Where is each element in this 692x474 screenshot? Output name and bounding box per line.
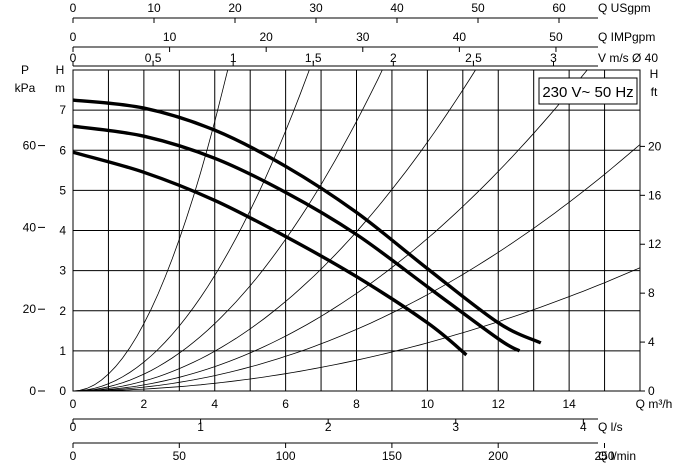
secondary-axis-tick-label: 4 xyxy=(580,420,587,434)
y-tick-label: 0 xyxy=(59,384,66,398)
secondary-axis-tick-label: 0 xyxy=(70,420,77,434)
x-tick-label: 14 xyxy=(562,397,576,411)
secondary-axis-tick-label: 250 xyxy=(594,449,614,463)
system-curve xyxy=(72,69,229,392)
system-curve xyxy=(73,267,641,392)
voltage-annotation: 230 V~ 50 Hz xyxy=(538,77,638,105)
secondary-axis-title: Q l/s xyxy=(598,420,623,434)
performance-curve xyxy=(72,150,468,357)
secondary-axis-tick-label: 0,5 xyxy=(145,51,162,65)
kpa-tick-label: 0 xyxy=(29,384,36,398)
secondary-axis-tick-label: 2,5 xyxy=(465,51,482,65)
performance-curve xyxy=(72,98,542,345)
axis-labels: 0 2 4 6 8 10 12 14 Q m³/h01234567Hm0204060PkPa04… xyxy=(15,1,673,463)
performance-curves xyxy=(72,98,542,357)
annotation-text: 230 V~ 50 Hz xyxy=(542,84,633,101)
secondary-axis-tick-label: 20 xyxy=(260,30,274,44)
x-tick-label: 2 xyxy=(141,397,148,411)
secondary-axis-tick-label: 100 xyxy=(276,449,296,463)
x-tick-label: 12 xyxy=(492,397,506,411)
y-tick-label: 2 xyxy=(59,304,66,318)
x-axis-title: Q m³/h xyxy=(636,397,673,411)
secondary-axis-tick-label: 200 xyxy=(488,449,508,463)
secondary-axis-tick-label: 3 xyxy=(452,420,459,434)
kpa-tick-label: 60 xyxy=(23,139,37,153)
y-tick-label: 7 xyxy=(59,103,66,117)
secondary-axis-tick-label: 50 xyxy=(471,1,485,15)
ft-axis-unit: ft xyxy=(651,85,658,99)
secondary-axis-tick-label: 40 xyxy=(453,30,467,44)
secondary-axis-tick-label: 0 xyxy=(70,1,77,15)
system-curves xyxy=(72,69,641,392)
secondary-axis-tick-label: 60 xyxy=(552,1,566,15)
secondary-axis-tick-label: 40 xyxy=(390,1,404,15)
secondary-axis-tick-label: 3 xyxy=(550,51,557,65)
y-tick-label: 3 xyxy=(59,264,66,278)
system-curve xyxy=(73,144,641,392)
kpa-tick-label: 20 xyxy=(23,302,37,316)
ft-tick-label: 12 xyxy=(648,237,662,251)
secondary-axis-tick-label: 30 xyxy=(356,30,370,44)
y-tick-label: 4 xyxy=(59,224,66,238)
ft-tick-label: 4 xyxy=(648,335,655,349)
system-curve xyxy=(72,69,476,392)
kpa-axis-unit: kPa xyxy=(15,81,36,95)
secondary-axis-tick-label: 30 xyxy=(309,1,323,15)
secondary-axis-title: Q IMPgpm xyxy=(598,30,655,44)
secondary-axis-title: Q USgpm xyxy=(598,1,651,15)
ft-tick-label: 8 xyxy=(648,286,655,300)
kpa-tick-label: 40 xyxy=(23,220,37,234)
ft-tick-label: 20 xyxy=(648,139,662,153)
system-curve xyxy=(72,69,383,392)
x-tick-label: 6 xyxy=(282,397,289,411)
secondary-axis-tick-label: 2 xyxy=(390,51,397,65)
chart-grid xyxy=(72,69,641,392)
y-tick-label: 1 xyxy=(59,344,66,358)
secondary-axis-tick-label: 150 xyxy=(382,449,402,463)
system-curve xyxy=(72,69,588,392)
chart-axes xyxy=(38,17,645,448)
x-tick-label: 0 xyxy=(70,397,77,411)
secondary-axis-tick-label: 50 xyxy=(173,449,187,463)
y-axis-unit: m xyxy=(55,81,65,95)
secondary-axis-title: Q l/min xyxy=(598,449,636,463)
secondary-axis-tick-label: 0 xyxy=(70,30,77,44)
annotation-box xyxy=(538,77,638,105)
secondary-axis-tick-label: 50 xyxy=(549,30,563,44)
x-tick-label: 8 xyxy=(353,397,360,411)
y-tick-label: 5 xyxy=(59,183,66,197)
secondary-axis-tick-label: 20 xyxy=(228,1,242,15)
secondary-axis-tick-label: 10 xyxy=(163,30,177,44)
secondary-axis-tick-label: 1,5 xyxy=(305,51,322,65)
secondary-axis-tick-label: 1 xyxy=(197,420,204,434)
secondary-axis-title: V m/s Ø 40 xyxy=(598,51,658,65)
kpa-axis-title: P xyxy=(21,63,29,77)
ft-tick-label: 16 xyxy=(648,188,662,202)
y-tick-label: 6 xyxy=(59,143,66,157)
x-tick-label: 4 xyxy=(211,397,218,411)
secondary-axis-tick-label: 10 xyxy=(147,1,161,15)
secondary-axis-tick-label: 0 xyxy=(70,51,77,65)
secondary-axis-tick-label: 0 xyxy=(70,449,77,463)
secondary-axis-tick-label: 2 xyxy=(325,420,332,434)
ft-tick-label: 0 xyxy=(648,384,655,398)
ft-axis-title: H xyxy=(650,67,659,81)
x-tick-label: 10 xyxy=(421,397,435,411)
secondary-axis-tick-label: 1 xyxy=(230,51,237,65)
y-axis-title: H xyxy=(56,63,65,77)
performance-curve xyxy=(72,124,521,353)
